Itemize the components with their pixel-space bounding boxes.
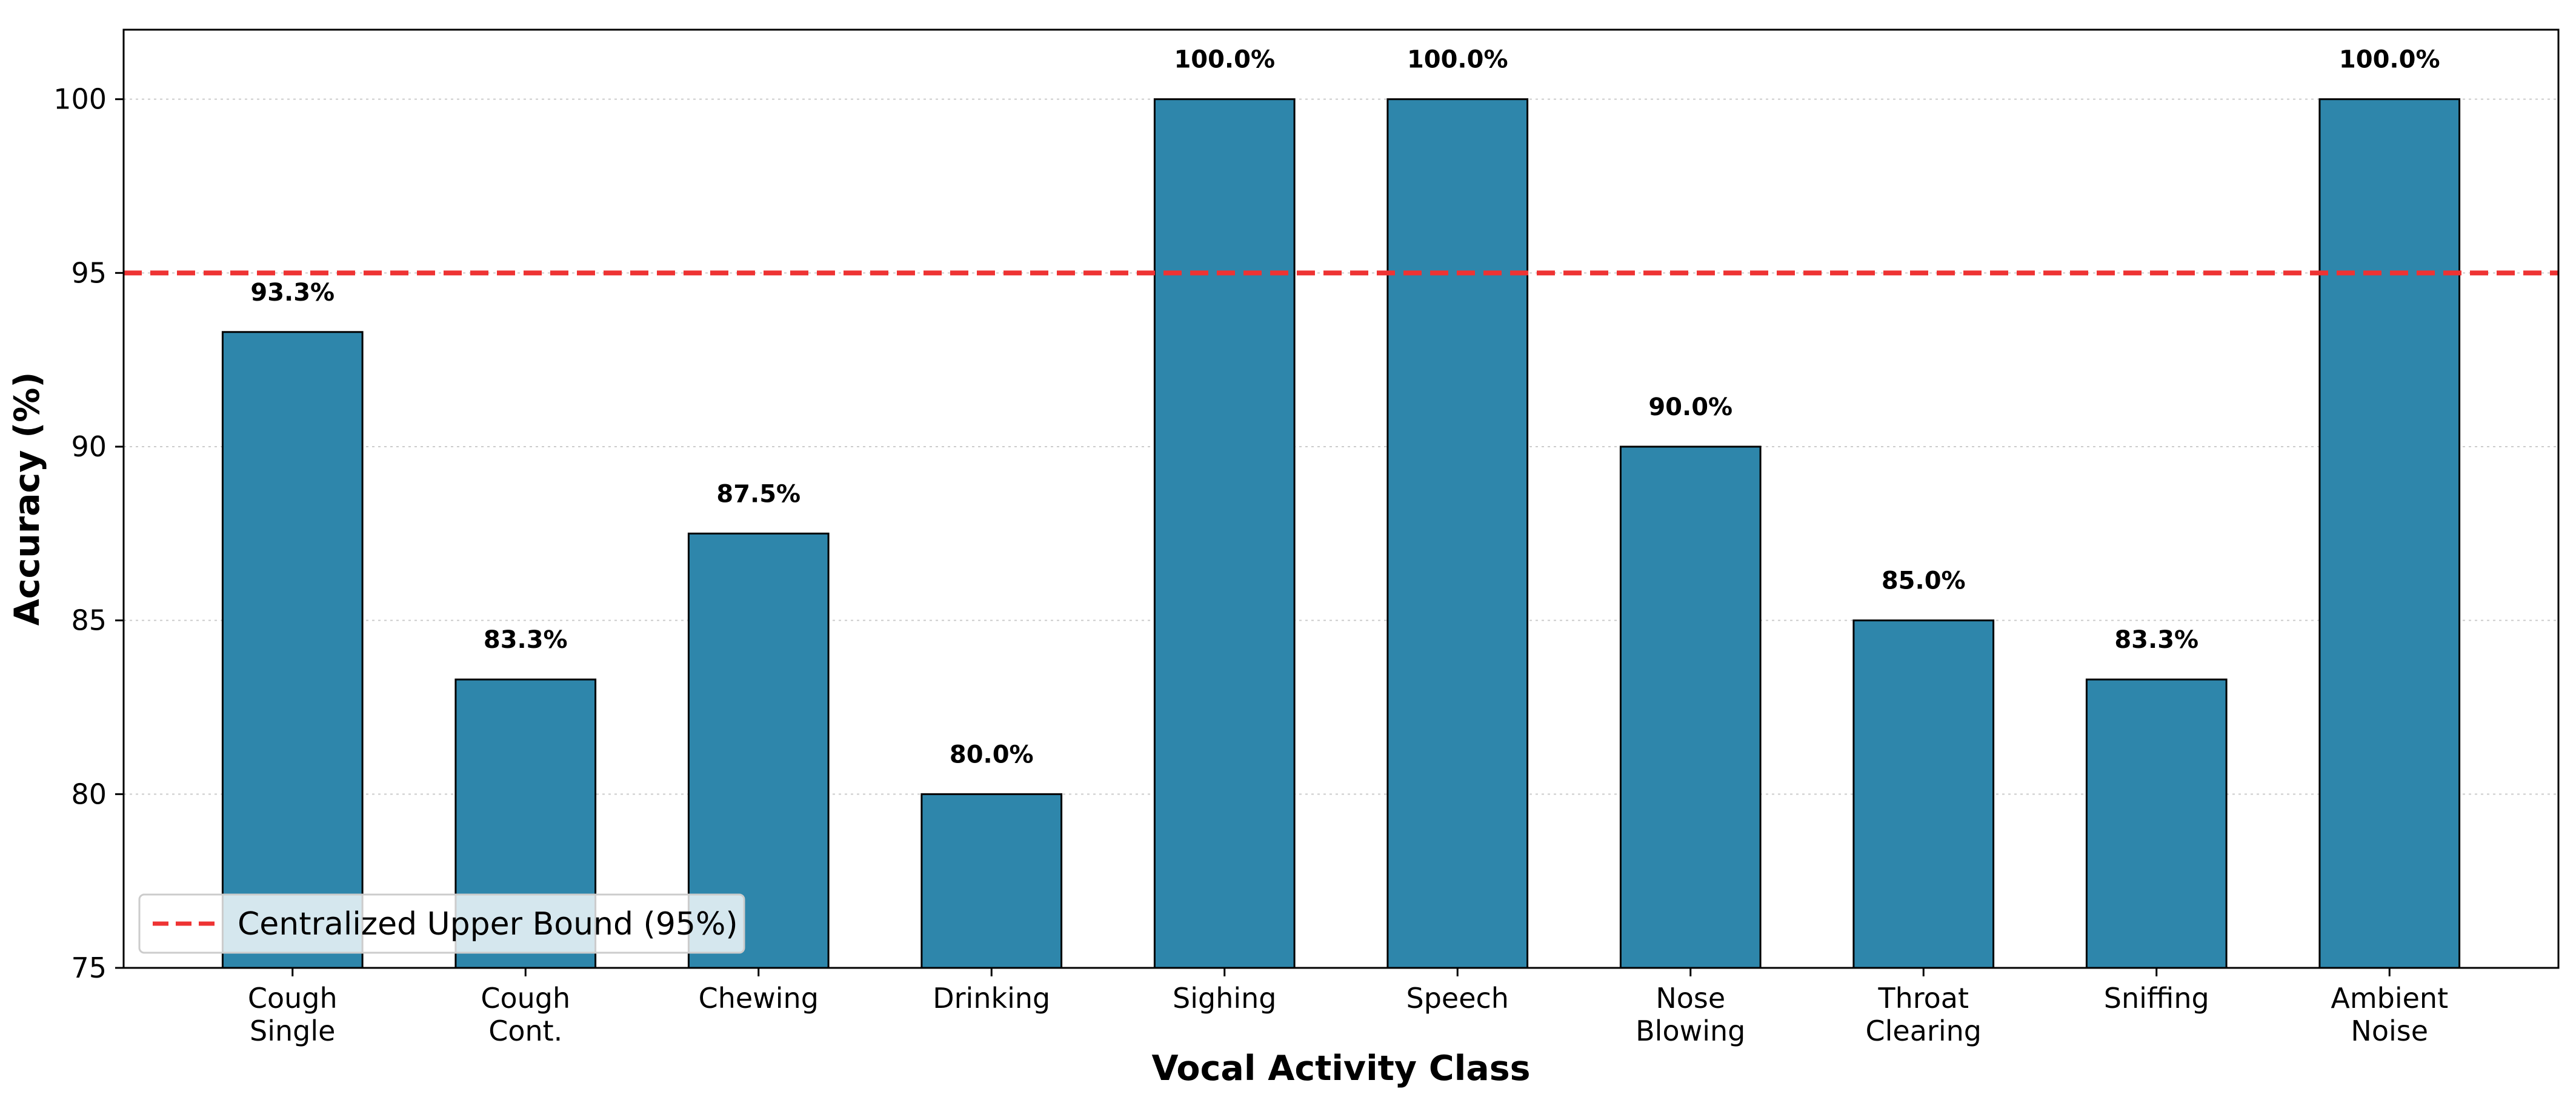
x-tick-label-line: Noise bbox=[2351, 1015, 2428, 1047]
bar bbox=[221, 331, 364, 969]
value-labels: 93.3% 83.3% 87.5% 80.0% 100.0% 100.0% 90.0% 85.… bbox=[250, 46, 2440, 769]
y-tick-label: 85 bbox=[71, 604, 107, 637]
x-tick-label-line: Cough bbox=[481, 982, 570, 1015]
legend-box bbox=[138, 893, 745, 954]
bar-value-label: 100.0% bbox=[1407, 46, 1508, 74]
x-tick-label-line: Throat bbox=[1877, 982, 1969, 1015]
plot-frame bbox=[122, 28, 2560, 969]
x-tick-label: Sniffing bbox=[2104, 982, 2209, 1015]
bar-value-label: 90.0% bbox=[1648, 393, 1732, 421]
y-tick-label: 90 bbox=[71, 430, 107, 463]
x-tick-label: Nose Blowing bbox=[1636, 982, 1745, 1047]
legend-label: Centralized Upper Bound (95%) bbox=[238, 906, 738, 942]
x-tick-label: Cough Single bbox=[248, 982, 338, 1047]
x-tick-label-line: Sniffing bbox=[2104, 982, 2209, 1015]
bar-value-label: 80.0% bbox=[950, 741, 1034, 768]
x-tick-label: Drinking bbox=[933, 982, 1050, 1015]
x-tick-label-line: Nose bbox=[1656, 982, 1725, 1015]
bar bbox=[1386, 98, 1529, 969]
x-tick-label: Chewing bbox=[699, 982, 819, 1015]
y-tick-label: 80 bbox=[71, 778, 107, 810]
x-tick-label-line: Single bbox=[250, 1015, 335, 1047]
bars bbox=[221, 98, 2461, 969]
bar-value-label: 85.0% bbox=[1882, 567, 1966, 595]
bar-value-label: 87.5% bbox=[716, 480, 800, 508]
x-tick-label: Throat Clearing bbox=[1866, 982, 1982, 1047]
y-axis-ticks: 75 80 85 90 95 100 bbox=[53, 83, 124, 984]
bar bbox=[920, 793, 1063, 969]
bar bbox=[2318, 98, 2461, 969]
x-tick-label-line: Ambient bbox=[2331, 982, 2448, 1015]
legend: Centralized Upper Bound (95%) bbox=[138, 893, 745, 954]
bar-value-label: 100.0% bbox=[2339, 46, 2440, 74]
x-tick-label-line: Blowing bbox=[1636, 1015, 1745, 1047]
x-axis-title: Vocal Activity Class bbox=[1151, 1048, 1530, 1088]
x-tick-label: Ambient Noise bbox=[2331, 982, 2448, 1047]
x-tick-label-line: Cont. bbox=[488, 1015, 562, 1047]
x-tick-label-line: Cough bbox=[248, 982, 338, 1015]
x-tick-label: Cough Cont. bbox=[481, 982, 570, 1047]
bar-value-label: 83.3% bbox=[2114, 626, 2198, 654]
bar bbox=[1852, 619, 1995, 969]
bar-value-label: 83.3% bbox=[484, 626, 568, 654]
bar bbox=[2085, 678, 2228, 969]
x-tick-label-line: Drinking bbox=[933, 982, 1050, 1015]
x-tick-label-line: Clearing bbox=[1866, 1015, 1982, 1047]
x-tick-label: Speech bbox=[1406, 982, 1509, 1015]
x-tick-label-line: Sighing bbox=[1173, 982, 1276, 1015]
y-axis-title: Accuracy (%) bbox=[7, 372, 47, 626]
bar bbox=[1153, 98, 1296, 969]
x-tick-label-line: Chewing bbox=[699, 982, 819, 1015]
bar-value-label: 93.3% bbox=[250, 279, 334, 307]
x-tick-label-line: Speech bbox=[1406, 982, 1509, 1015]
x-tick-label: Sighing bbox=[1173, 982, 1276, 1015]
bar bbox=[1619, 445, 1762, 969]
y-tick-label: 75 bbox=[71, 952, 107, 984]
y-tick-label: 95 bbox=[71, 256, 107, 289]
bar-value-label: 100.0% bbox=[1174, 46, 1275, 74]
y-tick-label: 100 bbox=[53, 83, 107, 116]
